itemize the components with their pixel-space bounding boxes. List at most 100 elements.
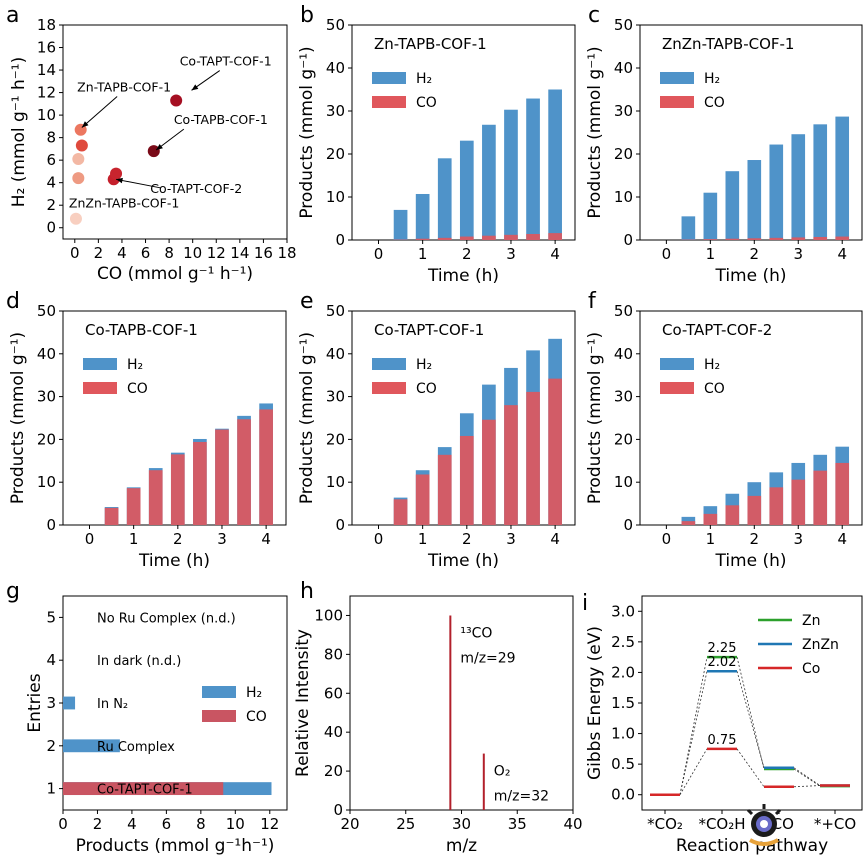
scatter-point <box>147 145 160 158</box>
legend-label: Zn <box>802 613 820 629</box>
scatter-point <box>72 153 85 166</box>
y-tick-label: 3.0 <box>611 602 635 620</box>
bar-CO <box>747 495 762 525</box>
bar-H₂ <box>526 98 540 240</box>
chart-title: Zn-TAPB-COF-1 <box>374 35 487 53</box>
y-tick-label: 10 <box>614 188 633 206</box>
bar-CO <box>813 470 828 525</box>
x-tick-label: 35 <box>508 815 527 833</box>
peak-label: m/z=29 <box>460 650 515 666</box>
x-tick-label: 4 <box>550 530 560 548</box>
y-tick-label: 10 <box>326 188 345 206</box>
y-tick-label: 20 <box>614 145 633 163</box>
x-tick-label: 16 <box>254 244 273 262</box>
y-tick-label: 30 <box>614 388 633 406</box>
bar-H₂ <box>813 124 828 240</box>
legend-label: CO <box>246 709 267 725</box>
bar-CO <box>835 462 850 525</box>
entry-label: Co-TAPT-COF-1 <box>97 783 193 798</box>
panel-letter-g: g <box>6 579 20 604</box>
y-tick-label: 4 <box>46 651 56 669</box>
bar-CO <box>791 479 806 525</box>
panel-letter-b: b <box>300 3 314 28</box>
energy-value-label: 0.75 <box>708 733 737 748</box>
scatter-point <box>72 172 85 185</box>
legend-swatch <box>372 72 406 84</box>
y-tick-label: 0 <box>335 516 345 534</box>
y-tick-label: 20 <box>326 145 345 163</box>
x-axis-label: Time (h) <box>714 266 786 286</box>
x-category-label: *CO₂ <box>647 815 683 833</box>
panel-letter-f: f <box>588 289 597 314</box>
y-tick-label: 10 <box>614 473 633 491</box>
y-tick-label: 5 <box>46 608 56 626</box>
x-tick-label: 0 <box>58 815 68 833</box>
scatter-point <box>69 212 82 225</box>
y-tick-label: 0 <box>46 516 56 534</box>
connector-line <box>793 785 821 788</box>
annotation-arrow <box>81 96 118 128</box>
bar-CO <box>126 488 141 525</box>
legend-swatch <box>372 358 406 370</box>
y-tick-label: 0 <box>623 231 633 249</box>
y-tick-label: 80 <box>324 645 343 663</box>
bar-CO <box>459 435 474 525</box>
annotation-label: Zn-TAPB-COF-1 <box>77 79 171 94</box>
x-tick-label: 4 <box>127 815 137 833</box>
x-tick-label: 4 <box>261 530 271 548</box>
x-tick-label: 3 <box>793 245 803 263</box>
peak-label: ¹³CO <box>460 625 492 641</box>
x-tick-label: 12 <box>260 815 279 833</box>
bar-H₂ <box>769 144 784 240</box>
connector-line <box>679 657 708 795</box>
y-tick-label: 1.0 <box>611 725 635 743</box>
x-axis-label: Time (h) <box>427 266 499 286</box>
bar-H₂ <box>63 696 76 710</box>
x-tick-label: 0 <box>70 244 80 262</box>
y-axis-label: Gibbs Energy (eV) <box>585 626 605 780</box>
y-tick-label: 30 <box>326 102 345 120</box>
x-tick-label: 40 <box>563 815 582 833</box>
connector-line <box>736 657 765 770</box>
annotation-label: ZnZn-TAPB-COF-1 <box>69 195 179 210</box>
y-tick-label: 1 <box>46 780 56 798</box>
chart-title: ZnZn-TAPB-COF-1 <box>662 35 794 53</box>
bar-H₂ <box>459 140 474 240</box>
bar-CO <box>747 238 762 240</box>
y-tick-label: 4 <box>46 174 56 192</box>
legend-label: ZnZn <box>802 637 839 653</box>
x-tick-label: 1 <box>706 530 716 548</box>
legend-label: CO <box>416 381 437 397</box>
y-tick-label: 30 <box>37 388 56 406</box>
annotation-label: Co-TAPB-COF-1 <box>174 112 268 127</box>
legend-swatch <box>83 382 117 394</box>
bar-H₂ <box>835 116 850 240</box>
x-tick-label: 3 <box>793 530 803 548</box>
y-tick-label: 2 <box>46 196 56 214</box>
bar-CO <box>813 236 828 240</box>
connector-line <box>793 767 821 786</box>
legend-swatch <box>202 710 236 722</box>
bar-CO <box>681 521 696 525</box>
y-axis-label: Products (mmol g⁻¹) <box>585 46 605 218</box>
bar-CO <box>703 239 718 240</box>
bar-CO <box>237 419 251 525</box>
bar-H₂ <box>681 216 696 240</box>
peak-label: m/z=32 <box>494 789 549 805</box>
watermark-logo <box>746 804 782 846</box>
y-tick-label: 60 <box>324 684 343 702</box>
entry-label: Ru Complex <box>97 740 175 755</box>
y-tick-label: 30 <box>614 102 633 120</box>
y-tick-label: 2.0 <box>611 663 635 681</box>
bar-CO <box>393 499 408 525</box>
panel-c: 0 1 2 3 401020304050ZnZn-TAPB-COF-1H₂COTime … <box>585 16 863 286</box>
bar-CO <box>482 419 496 525</box>
connector-line <box>679 671 708 795</box>
bar-CO <box>104 507 119 525</box>
y-tick-label: 2.5 <box>611 633 635 651</box>
connector-line <box>736 671 765 768</box>
bar-CO <box>215 429 229 525</box>
bar-H₂ <box>548 89 562 240</box>
